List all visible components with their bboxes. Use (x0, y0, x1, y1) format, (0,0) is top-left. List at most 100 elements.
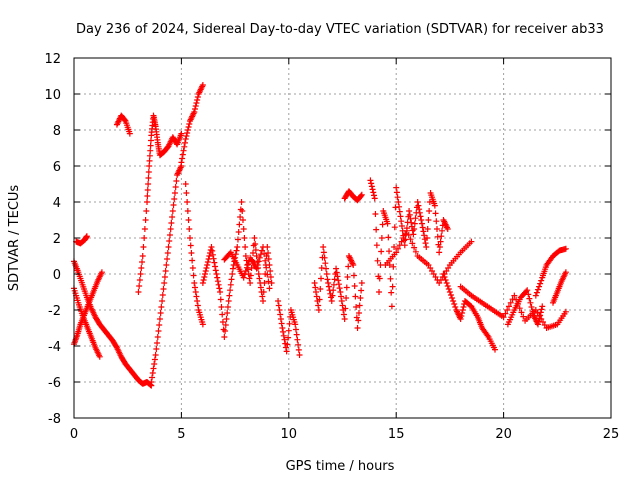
data-point (295, 346, 302, 353)
data-point (537, 312, 544, 319)
data-point (526, 295, 533, 302)
data-point (278, 320, 285, 327)
data-point (260, 298, 267, 304)
data-point (98, 269, 105, 276)
data-point (520, 313, 527, 320)
data-point (367, 177, 374, 184)
data-point (180, 147, 187, 154)
data-point (358, 280, 365, 286)
data-point (250, 250, 256, 256)
data-point (445, 286, 452, 292)
data-point (171, 196, 178, 202)
data-point (331, 276, 338, 283)
data-point (267, 274, 274, 280)
data-point (143, 208, 150, 214)
data-point (168, 220, 175, 226)
data-point (181, 139, 188, 146)
data-point (183, 190, 190, 196)
data-point (418, 217, 425, 223)
data-point (371, 195, 378, 202)
data-point (181, 143, 188, 150)
data-point (141, 226, 148, 232)
data-point (148, 379, 155, 385)
data-point (409, 240, 416, 247)
data-point (149, 374, 156, 381)
data-point (446, 289, 453, 295)
data-point (511, 292, 518, 299)
data-point (351, 283, 358, 289)
data-point (434, 226, 441, 232)
data-point (424, 226, 431, 232)
data-point (343, 295, 350, 301)
data-point (209, 247, 216, 254)
data-point (294, 336, 301, 343)
data-point (246, 275, 253, 282)
data-point (204, 262, 211, 268)
data-point (390, 263, 397, 270)
data-point (171, 190, 178, 196)
data-point (415, 202, 422, 209)
data-point (138, 265, 145, 271)
data-point (141, 235, 148, 241)
data-point (159, 292, 166, 298)
data-point (436, 249, 443, 256)
data-point (340, 311, 347, 318)
data-point (532, 292, 539, 299)
data-point (401, 242, 408, 249)
data-point (296, 352, 303, 358)
data-point (165, 244, 172, 250)
data-point (376, 275, 383, 282)
data-point (537, 280, 544, 287)
data-point (192, 284, 199, 291)
data-point (329, 292, 336, 299)
data-point (431, 202, 438, 209)
x-tick-label: 25 (603, 427, 620, 442)
data-point (189, 265, 196, 271)
data-point (323, 265, 330, 272)
data-point (396, 203, 403, 210)
data-point (539, 303, 546, 310)
data-point (295, 341, 302, 348)
data-point (352, 293, 359, 300)
series-track-t (532, 245, 569, 299)
y-tick-label: 10 (44, 88, 61, 103)
data-point (374, 257, 381, 264)
y-tick-label: 8 (53, 124, 61, 139)
data-point (224, 304, 231, 310)
series-track-g (148, 163, 185, 385)
data-point (412, 215, 419, 222)
data-point (219, 311, 226, 318)
data-point (407, 215, 414, 222)
data-point (393, 184, 400, 191)
data-point (240, 274, 247, 281)
data-point (188, 250, 195, 256)
data-point (199, 280, 206, 286)
data-point (315, 307, 322, 313)
x-tick-label: 0 (70, 427, 78, 442)
data-point (184, 127, 191, 133)
data-point (444, 226, 451, 232)
data-point (398, 218, 405, 225)
data-point (350, 272, 357, 279)
data-point (169, 214, 176, 220)
y-tick-labels: -8 -6 -4 -2 0 2 4 6 8 10 12 (44, 52, 61, 427)
data-point (397, 213, 404, 220)
data-point (339, 302, 346, 309)
data-point (371, 192, 378, 199)
data-point (202, 271, 209, 277)
data-point (373, 242, 380, 249)
data-point (260, 289, 267, 295)
data-point (151, 356, 158, 363)
data-point (536, 283, 543, 290)
data-point (258, 247, 265, 254)
data-point (417, 213, 424, 220)
data-point (412, 248, 419, 255)
data-point (311, 280, 318, 286)
data-point (538, 306, 545, 313)
series-track-c (71, 269, 105, 348)
data-point (502, 310, 509, 317)
data-point (226, 292, 233, 299)
x-axis-title: GPS time / hours (286, 459, 395, 474)
data-point (420, 228, 427, 235)
data-point (186, 226, 193, 232)
